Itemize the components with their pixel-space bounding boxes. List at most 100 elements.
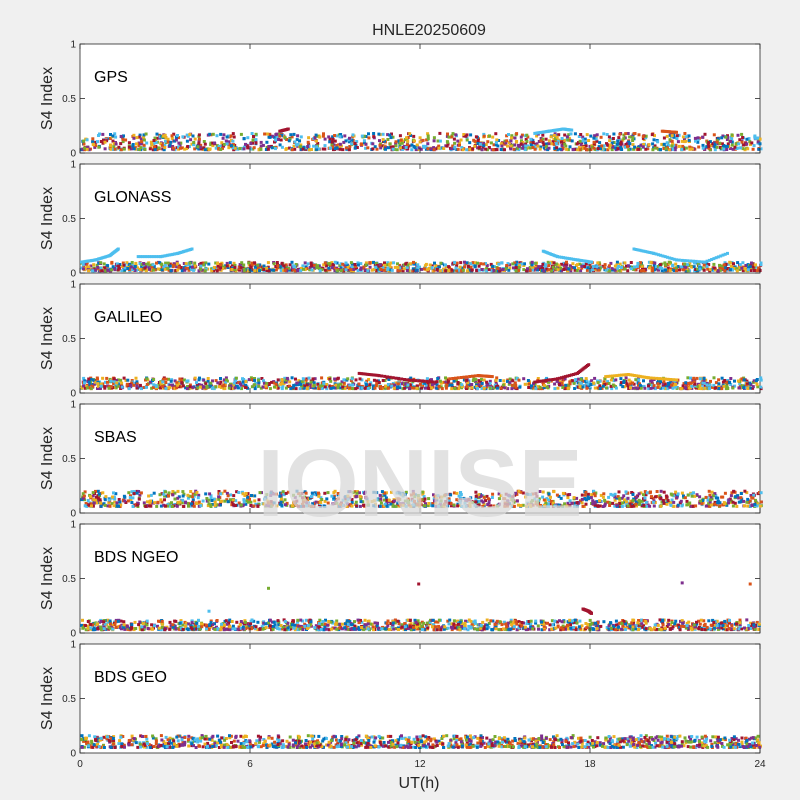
data-point — [143, 147, 147, 151]
data-point — [280, 133, 283, 137]
data-point — [351, 387, 355, 391]
data-point — [671, 386, 675, 390]
data-point — [115, 262, 119, 266]
data-point — [287, 268, 291, 272]
data-point — [314, 386, 318, 390]
data-point — [579, 269, 583, 273]
feature-point — [680, 258, 684, 262]
data-point — [653, 146, 657, 150]
data-point — [195, 383, 199, 387]
data-point — [171, 385, 175, 389]
data-point — [343, 386, 347, 390]
data-point — [473, 144, 477, 148]
data-point — [383, 263, 387, 267]
data-point — [712, 262, 716, 266]
data-point — [281, 500, 285, 504]
data-point — [199, 143, 203, 147]
data-point — [718, 266, 722, 270]
data-point — [566, 496, 570, 500]
data-point — [452, 491, 456, 495]
data-point — [307, 376, 311, 380]
data-point — [487, 146, 491, 149]
data-point — [577, 141, 580, 145]
data-point — [103, 386, 107, 390]
data-point — [205, 497, 209, 500]
data-point — [299, 269, 303, 273]
data-point — [130, 381, 134, 385]
data-point — [315, 493, 319, 497]
data-point — [733, 379, 736, 383]
data-point — [452, 503, 456, 507]
data-point — [722, 263, 726, 267]
data-point — [127, 387, 131, 391]
data-point — [81, 262, 85, 266]
data-point — [670, 146, 674, 150]
data-point — [117, 498, 121, 501]
data-point — [746, 387, 750, 390]
data-point — [411, 489, 415, 493]
data-point — [331, 135, 335, 139]
data-point — [668, 269, 672, 273]
data-point — [384, 147, 387, 151]
data-point — [750, 261, 753, 265]
data-point — [509, 139, 513, 143]
data-point — [379, 385, 382, 388]
data-point — [331, 145, 335, 149]
data-point — [217, 144, 221, 148]
data-point — [602, 492, 606, 496]
data-point — [129, 498, 133, 502]
data-point — [252, 383, 256, 387]
data-point — [735, 504, 739, 508]
data-point — [545, 385, 549, 389]
data-point — [456, 504, 460, 508]
data-point — [476, 139, 480, 142]
data-point — [87, 269, 91, 273]
data-point — [153, 268, 157, 272]
data-point — [196, 145, 200, 149]
data-point — [752, 144, 756, 148]
data-point — [373, 263, 377, 267]
data-point — [718, 268, 722, 272]
data-point — [307, 501, 310, 505]
data-point — [622, 379, 626, 383]
data-point — [544, 137, 548, 141]
data-point — [506, 262, 510, 266]
data-point — [318, 135, 322, 139]
data-point — [744, 264, 748, 267]
data-point — [390, 268, 394, 272]
data-point — [180, 146, 184, 150]
data-point — [314, 139, 318, 143]
data-point — [383, 502, 387, 506]
data-point — [152, 264, 156, 268]
data-point — [595, 139, 599, 143]
data-point — [158, 261, 162, 265]
feature-point — [705, 259, 709, 263]
data-point — [650, 133, 654, 137]
data-point — [619, 383, 623, 387]
data-point — [487, 501, 491, 505]
data-point — [198, 385, 202, 389]
data-point — [178, 146, 182, 150]
data-point — [495, 386, 499, 390]
data-point — [723, 379, 727, 382]
data-point — [519, 142, 523, 146]
feature-point — [646, 250, 650, 254]
data-point — [585, 386, 589, 390]
data-point — [339, 269, 343, 272]
data-point — [644, 500, 648, 504]
data-point — [684, 135, 688, 139]
feature-point — [456, 376, 460, 380]
data-point — [571, 147, 575, 151]
data-point — [725, 148, 729, 151]
data-point — [443, 493, 447, 497]
data-point — [305, 387, 309, 391]
data-point — [241, 492, 245, 496]
data-point — [659, 148, 662, 152]
data-point — [389, 268, 393, 272]
data-point — [531, 492, 535, 496]
data-point — [739, 500, 743, 504]
feature-point — [606, 374, 610, 378]
data-point — [449, 135, 453, 139]
feature-point — [408, 378, 412, 382]
data-point — [295, 503, 298, 507]
